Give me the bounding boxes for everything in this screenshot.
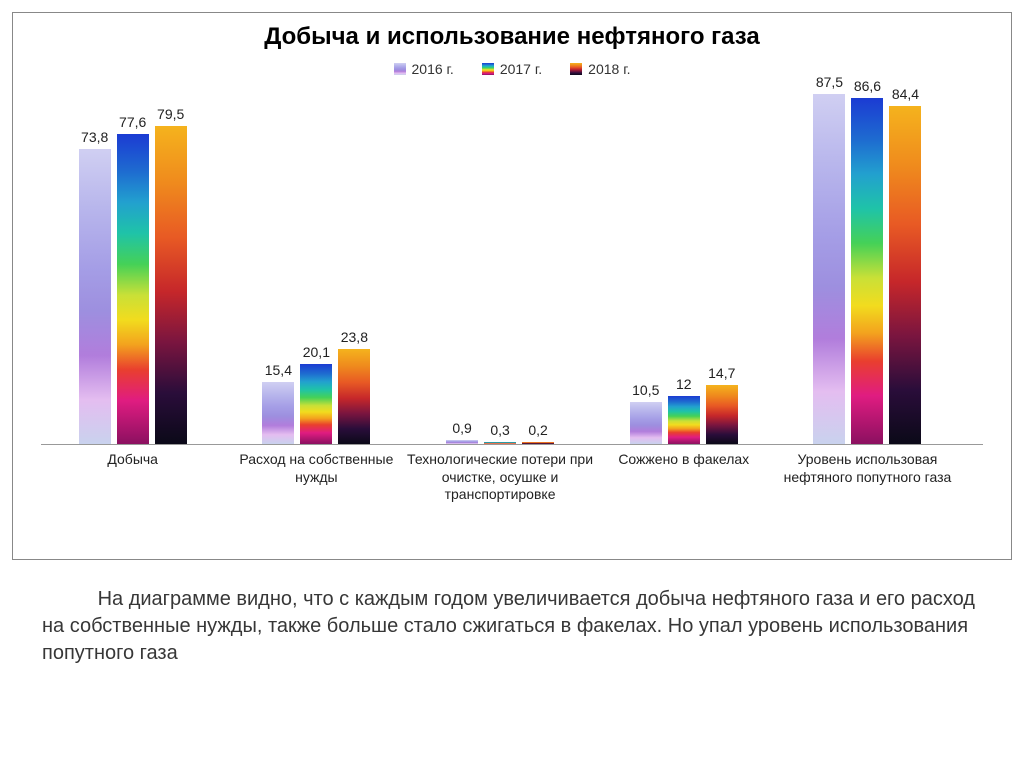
bar-value-label: 12	[676, 376, 692, 392]
bar-value-label: 0,9	[452, 420, 471, 436]
x-axis-label: Расход на собственные нужды	[222, 451, 410, 486]
chart-plot-area: 73,877,679,515,420,123,80,90,30,210,5121…	[41, 85, 983, 445]
bar: 10,5	[630, 402, 662, 444]
bar-value-label: 87,5	[816, 74, 843, 90]
x-axis-label: Добыча	[67, 451, 199, 469]
x-axis-label: Уровень использовая нефтяного попутного …	[773, 451, 961, 486]
bar-value-label: 23,8	[341, 329, 368, 345]
bar: 77,6	[117, 134, 149, 444]
bar: 86,6	[851, 98, 883, 444]
bar-value-label: 0,2	[528, 422, 547, 438]
x-axis-label: Технологические потери при очистке, осуш…	[396, 451, 603, 504]
bar-group: 10,51214,7	[630, 385, 738, 444]
chart-card: Добыча и использование нефтяного газа 20…	[12, 12, 1012, 560]
x-axis-label: Сожжено в факелах	[590, 451, 778, 469]
bar: 73,8	[79, 149, 111, 444]
bar: 23,8	[338, 349, 370, 444]
chart-x-axis: Добыча Расход на собственные нуждыТехноло…	[41, 451, 983, 551]
bar: 87,5	[813, 94, 845, 444]
bar-value-label: 73,8	[81, 129, 108, 145]
chart-legend: 2016 г. 2017 г. 2018 г.	[31, 61, 993, 77]
slide: Добыча и использование нефтяного газа 20…	[0, 0, 1024, 767]
bar: 15,4	[262, 382, 294, 444]
legend-item-2018: 2018 г.	[570, 61, 630, 77]
bar-value-label: 20,1	[303, 344, 330, 360]
chart-title: Добыча и использование нефтяного газа	[31, 23, 993, 51]
slide-caption: На диаграмме видно, что с каждым годом у…	[12, 586, 1012, 667]
bar-value-label: 77,6	[119, 114, 146, 130]
bar-value-label: 14,7	[708, 365, 735, 381]
bar-value-label: 79,5	[157, 106, 184, 122]
bar-group: 0,9 0,3 0,2	[446, 440, 554, 444]
bar: 84,4	[889, 106, 921, 444]
bar: 0,2	[522, 442, 554, 444]
legend-label-2017: 2017 г.	[500, 61, 542, 77]
bar: 14,7	[706, 385, 738, 444]
bar-value-label: 15,4	[265, 362, 292, 378]
bar-group: 73,877,679,5	[79, 126, 187, 444]
legend-item-2017: 2017 г.	[482, 61, 542, 77]
legend-swatch-2018-icon	[570, 63, 582, 75]
bar-value-label: 84,4	[892, 86, 919, 102]
bar-value-label: 86,6	[854, 78, 881, 94]
caption-indent	[42, 588, 98, 610]
bar-group: 15,420,123,8	[262, 349, 370, 444]
bar: 0,3	[484, 442, 516, 444]
legend-label-2016: 2016 г.	[412, 61, 454, 77]
bar: 0,9	[446, 440, 478, 444]
legend-item-2016: 2016 г.	[394, 61, 454, 77]
legend-label-2018: 2018 г.	[588, 61, 630, 77]
legend-swatch-2017-icon	[482, 63, 494, 75]
bar-value-label: 10,5	[632, 382, 659, 398]
bar-value-label: 0,3	[490, 422, 509, 438]
bar: 12	[668, 396, 700, 444]
caption-text: На диаграмме видно, что с каждым годом у…	[42, 588, 975, 664]
bar-group: 87,586,684,4	[813, 94, 921, 444]
bar: 20,1	[300, 364, 332, 444]
bar: 79,5	[155, 126, 187, 444]
legend-swatch-2016-icon	[394, 63, 406, 75]
